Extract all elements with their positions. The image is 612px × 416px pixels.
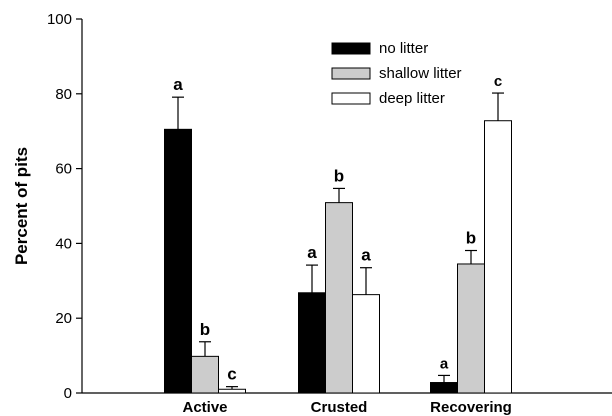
y-tick-label: 40 [55,235,72,252]
significance-label: a [361,246,371,265]
category-label: Crusted [311,399,368,416]
significance-label: a [440,355,449,372]
bar [298,292,326,394]
bars [164,120,512,394]
y-ticks: 0 20 40 60 80 100 [47,11,82,402]
category-label: Recovering [430,399,512,416]
legend-label: shallow litter [379,65,462,82]
y-tick-label: 20 [55,310,72,327]
bar [430,382,458,394]
significance-labels: a b c a b a a b c [173,73,502,384]
y-tick-label: 80 [55,86,72,103]
legend-swatch [331,67,371,80]
y-axis-label: Percent of pits [12,147,31,265]
significance-label: c [494,73,502,90]
significance-label: c [227,365,236,384]
bar [457,263,485,394]
legend-swatch [331,92,371,105]
significance-label: a [307,243,317,262]
legend-label: no litter [379,40,428,57]
y-tick-label: 100 [47,11,72,28]
significance-label: b [466,229,476,248]
legend-label: deep litter [379,90,445,107]
category-label: Active [182,399,227,416]
bar [164,128,192,394]
significance-label: b [200,320,210,339]
y-tick-label: 60 [55,161,72,178]
bar [325,202,353,394]
category-labels: Active Crusted Recovering [182,399,511,416]
legend-swatch [331,42,371,55]
legend: no litter shallow litter deep litter [331,40,462,107]
significance-label: a [173,75,183,94]
bar [191,355,219,394]
significance-label: b [334,166,344,185]
error-bars [172,92,504,390]
y-tick-label: 0 [64,385,72,402]
bar [484,120,512,394]
bar [218,388,246,394]
bar [352,294,380,394]
